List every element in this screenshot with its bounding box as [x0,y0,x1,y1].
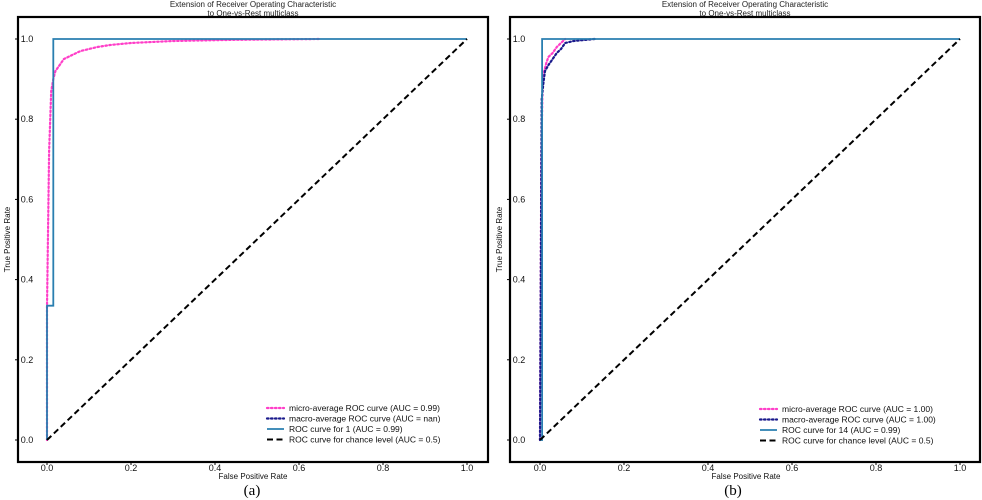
legend-entry: ROC curve for 14 (AUC = 0.99) [782,425,901,435]
x-tick-label: 0.0 [534,463,547,473]
legend-entry: ROC curve for chance level (AUC = 0.5) [782,436,934,446]
legend-entry: ROC curve for chance level (AUC = 0.5) [289,435,441,445]
roc-series-line-3 [539,38,961,441]
x-tick-label: 0.6 [786,463,799,473]
legend-entry: macro-average ROC curve (AUC = 1.00) [782,415,936,425]
legend-entry: ROC curve for 1 (AUC = 0.99) [289,424,403,434]
y-tick-label: 0.6 [513,194,526,204]
y-tick-label: 0.4 [513,275,526,285]
legend-entry: micro-average ROC curve (AUC = 1.00) [782,404,933,414]
y-tick-label: 1.0 [21,34,34,44]
chart-title-line: Extension of Receiver Operating Characte… [170,0,336,9]
x-tick-label: 0.2 [618,463,631,473]
legend-entry: macro-average ROC curve (AUC = nan) [289,414,441,424]
roc-series-line-0 [45,37,322,442]
x-tick-label: 0.8 [870,463,883,473]
y-tick-label: 0.4 [21,275,34,285]
y-tick-label: 0.8 [513,114,526,124]
x-tick-label: 0.0 [41,463,54,473]
y-tick-label: 0.0 [513,435,526,445]
roc-series-line-2 [46,38,467,440]
roc-series-line-3 [46,38,468,441]
y-axis-label: True Positive Rate [495,206,504,272]
x-tick-label: 0.6 [293,463,306,473]
legend-entry: micro-average ROC curve (AUC = 0.99) [289,403,440,413]
y-tick-label: 0.2 [513,355,526,365]
y-tick-label: 0.0 [21,435,34,445]
y-tick-label: 0.8 [21,114,34,124]
x-tick-label: 0.4 [209,463,222,473]
figure-caption: (a) [244,483,261,499]
x-tick-label: 0.2 [125,463,138,473]
x-axis-label: False Positive Rate [219,472,288,481]
roc-series-line-1 [538,37,596,442]
x-axis-label: False Positive Rate [712,472,781,481]
plot-frame [16,15,490,464]
y-tick-label: 0.2 [21,355,34,365]
y-axis-label: True Positive Rate [3,206,12,272]
x-tick-label: 1.0 [461,463,474,473]
y-tick-label: 0.6 [21,194,34,204]
x-tick-label: 1.0 [954,463,967,473]
plot-frame [508,15,982,464]
x-tick-label: 0.8 [377,463,390,473]
chart-title-line: Extension of Receiver Operating Characte… [662,0,828,9]
chart-title-line: to One-vs-Rest multiclass [207,9,298,18]
x-tick-label: 0.4 [702,463,715,473]
chart-panel-b: Extension of Receiver Operating Characte… [495,0,982,499]
chart-title-line: to One-vs-Rest multiclass [699,9,790,18]
y-tick-label: 1.0 [513,34,526,44]
figure-caption: (b) [724,483,742,499]
chart-panel-a: Extension of Receiver Operating Characte… [3,0,490,499]
roc-series-line-0 [538,37,567,442]
